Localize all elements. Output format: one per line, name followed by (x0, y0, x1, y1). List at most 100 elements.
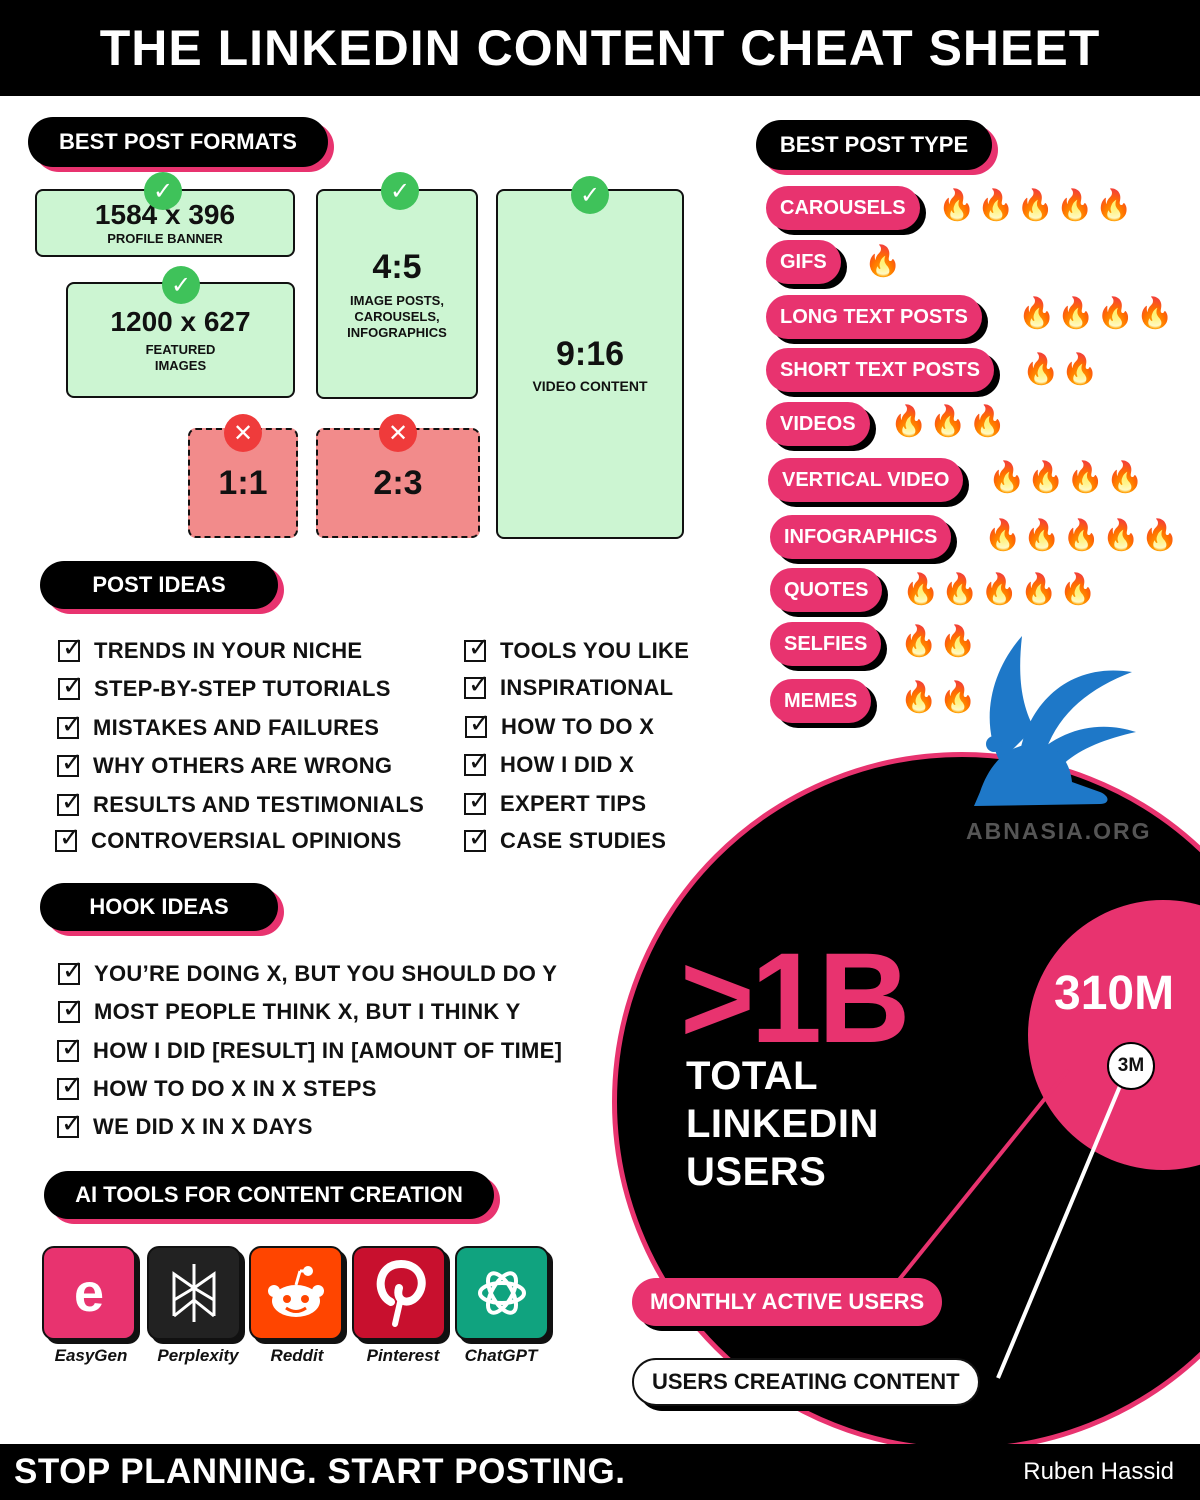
creators-value: 3M (1107, 1042, 1155, 1090)
list-item: YOU’RE DOING X, BUT YOU SHOULD DO Y (58, 955, 557, 987)
pinterest-tool[interactable] (352, 1246, 446, 1340)
post-type-quotes: QUOTES (770, 568, 883, 612)
format-label: IMAGE POSTS, (350, 292, 444, 308)
checkbox-icon (58, 670, 84, 701)
check-icon: ✓ (571, 176, 609, 214)
reddit-icon (268, 1266, 324, 1317)
format-label: PROFILE BANNER (107, 231, 223, 246)
list-item: TOOLS YOU LIKE (464, 632, 689, 664)
page-title: THE LINKEDIN CONTENT CHEAT SHEET (0, 0, 1200, 96)
checkbox-icon (464, 822, 490, 853)
footer-author: Ruben Hassid (1023, 1458, 1174, 1485)
total-users-label: TOTAL LINKEDIN USERS (686, 1054, 879, 1194)
checkbox-icon (464, 746, 490, 777)
checkbox-icon (55, 822, 81, 853)
checkbox-icon (58, 955, 84, 986)
rating-fire-icons: 🔥🔥 (1022, 353, 1101, 386)
check-icon: ✓ (162, 266, 200, 304)
tool-name: Reddit (270, 1346, 324, 1365)
post-type-carousels: CAROUSELS (766, 186, 920, 230)
list-item: MISTAKES AND FAILURES (57, 709, 379, 741)
post-type-short-text: SHORT TEXT POSTS (766, 348, 995, 392)
list-item: TRENDS IN YOUR NICHE (58, 632, 362, 664)
post-type-vertical-video: VERTICAL VIDEO (768, 458, 964, 502)
checkbox-icon (464, 669, 490, 700)
section-title-post-ideas: POST IDEAS (40, 561, 278, 609)
post-type-videos: VIDEOS (766, 402, 870, 446)
monthly-users-value: 310M (1054, 967, 1175, 1020)
tool-name: ChatGPT (464, 1346, 538, 1365)
format-size: 9:16 (555, 334, 625, 373)
section-title-hook-ideas: HOOK IDEAS (40, 883, 278, 931)
format-label: FEATURED (145, 342, 216, 357)
format-size: 4:5 (372, 247, 422, 286)
rating-fire-icons: 🔥🔥🔥🔥🔥 (902, 573, 1099, 606)
format-size: 1200 x 627 (110, 306, 251, 337)
list-item: WE DID X IN X DAYS (57, 1108, 313, 1140)
check-icon: ✓ (144, 172, 182, 210)
rating-fire-icons: 🔥🔥 (900, 681, 979, 714)
format-portrait: 4:5 IMAGE POSTS, CAROUSELS, INFOGRAPHICS (316, 189, 478, 399)
checkbox-icon (464, 785, 490, 816)
post-type-infographics: INFOGRAPHICS (770, 515, 952, 559)
list-item: CASE STUDIES (464, 822, 666, 854)
total-users-value: >1B (680, 927, 910, 1070)
tool-name: Perplexity (157, 1346, 239, 1365)
reddit-tool[interactable] (249, 1246, 343, 1340)
list-item: RESULTS AND TESTIMONIALS (57, 786, 424, 818)
rating-fire-icons: 🔥🔥🔥🔥 (1018, 297, 1176, 330)
checkbox-icon (58, 632, 84, 663)
format-size: 2:3 (373, 463, 423, 502)
list-item: HOW TO DO X (465, 708, 654, 740)
chatgpt-tool[interactable] (455, 1246, 549, 1340)
list-item: WHY OTHERS ARE WRONG (57, 747, 392, 779)
footer-slogan: STOP PLANNING. START POSTING. (14, 1452, 626, 1491)
footer: STOP PLANNING. START POSTING. Ruben Hass… (0, 1444, 1200, 1500)
list-item: CONTROVERSIAL OPINIONS (55, 822, 402, 854)
list-item: MOST PEOPLE THINK X, BUT I THINK Y (58, 993, 521, 1025)
perplexity-tool[interactable] (147, 1246, 241, 1340)
checkbox-icon (465, 708, 491, 739)
checkbox-icon (57, 709, 83, 740)
rating-fire-icons: 🔥🔥 (900, 625, 979, 658)
post-type-selfies: SELFIES (770, 622, 882, 666)
checkbox-icon (57, 1070, 83, 1101)
format-size: 1:1 (218, 463, 268, 502)
rating-fire-icons: 🔥🔥🔥🔥🔥 (938, 189, 1135, 222)
rating-fire-icons: 🔥🔥🔥🔥🔥 (984, 519, 1181, 552)
list-item: HOW TO DO X IN X STEPS (57, 1070, 377, 1102)
format-label: CAROUSELS, (354, 308, 440, 324)
close-icon: ✕ (379, 414, 417, 452)
users-creating-content-label: USERS CREATING CONTENT (632, 1358, 980, 1406)
perplexity-icon (172, 1264, 216, 1322)
chatgpt-icon (478, 1271, 526, 1315)
post-type-long-text: LONG TEXT POSTS (766, 295, 982, 339)
format-label: VIDEO CONTENT (532, 377, 648, 394)
section-title-formats: BEST POST FORMATS (28, 117, 328, 167)
format-vertical-video: 9:16 VIDEO CONTENT (496, 189, 684, 539)
close-icon: ✕ (224, 414, 262, 452)
checkbox-icon (58, 993, 84, 1024)
easygen-icon: e (73, 1263, 105, 1323)
checkbox-icon (57, 1108, 83, 1139)
check-icon: ✓ (381, 172, 419, 210)
griffin-logo-icon (974, 636, 1136, 806)
section-title-post-types: BEST POST TYPE (756, 120, 992, 170)
rating-fire-icons: 🔥🔥🔥 (890, 405, 1009, 438)
format-label: INFOGRAPHICS (347, 324, 447, 340)
post-type-gifs: GIFS (766, 240, 841, 284)
list-item: HOW I DID [RESULT] IN [AMOUNT OF TIME] (57, 1032, 562, 1064)
rating-fire-icons: 🔥 (864, 245, 904, 278)
checkbox-icon (57, 786, 83, 817)
format-label: IMAGES (154, 358, 207, 373)
list-item: EXPERT TIPS (464, 785, 646, 817)
easygen-tool[interactable]: e (42, 1246, 136, 1340)
list-item: INSPIRATIONAL (464, 669, 673, 701)
watermark-text: ABNASIA.ORG (966, 818, 1152, 844)
checkbox-icon (57, 747, 83, 778)
post-type-memes: MEMES (770, 679, 872, 723)
pinterest-icon (376, 1259, 426, 1327)
tool-name: Pinterest (366, 1346, 440, 1365)
checkbox-icon (57, 1032, 83, 1063)
